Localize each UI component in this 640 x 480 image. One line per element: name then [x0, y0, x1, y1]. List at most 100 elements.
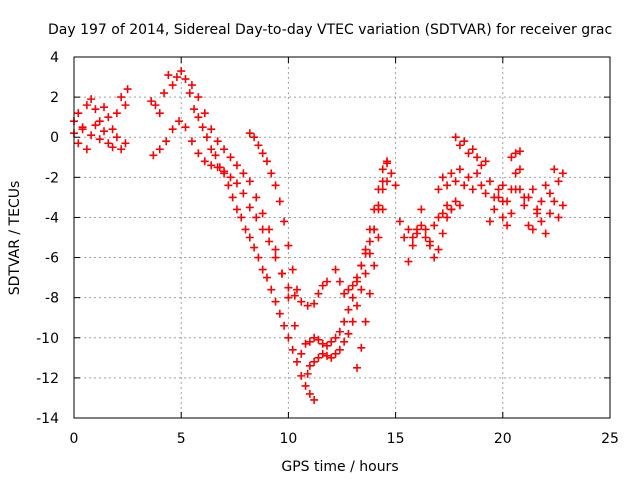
data-point	[310, 357, 319, 366]
data-point	[172, 73, 181, 82]
data-point	[185, 89, 194, 98]
data-point	[258, 209, 267, 218]
data-point	[288, 345, 297, 354]
data-point	[451, 177, 460, 186]
x-tick-label: 25	[601, 431, 619, 447]
data-point	[258, 149, 267, 158]
data-point	[417, 205, 426, 214]
data-point	[464, 173, 473, 182]
data-point	[213, 137, 222, 146]
data-point	[252, 213, 261, 222]
data-point	[207, 161, 216, 170]
data-point	[226, 153, 235, 162]
data-point	[271, 297, 280, 306]
data-point	[155, 145, 164, 154]
data-point	[200, 157, 209, 166]
data-point	[237, 213, 246, 222]
plot-frame	[73, 56, 611, 419]
data-point	[451, 133, 460, 142]
x-tick-labels: 0 5 10 15 20 25	[70, 431, 619, 447]
y-tick-labels: -14 -12 -10 -8 -6 -4 -2 0 2 4	[36, 50, 59, 427]
data-point	[290, 321, 299, 330]
data-point	[232, 205, 241, 214]
series-17	[498, 165, 567, 214]
data-point	[331, 265, 340, 274]
data-point	[271, 253, 280, 262]
data-point	[545, 209, 554, 218]
data-point	[507, 185, 516, 194]
data-point	[340, 317, 349, 326]
data-point	[241, 225, 250, 234]
data-point	[348, 293, 357, 302]
data-point	[254, 253, 263, 262]
data-point	[74, 139, 83, 148]
data-point	[434, 245, 443, 254]
data-point	[404, 225, 413, 234]
y-tick-label: -8	[45, 291, 59, 307]
series-13	[404, 197, 464, 246]
data-point	[314, 335, 323, 344]
chart-title: Day 197 of 2014, Sidereal Day-to-day VTE…	[48, 22, 612, 38]
data-point	[408, 233, 417, 242]
data-point	[460, 181, 469, 190]
x-axis-label: GPS time / hours	[281, 459, 398, 475]
data-point	[455, 165, 464, 174]
data-point	[310, 333, 319, 342]
data-point	[250, 243, 259, 252]
series-10	[353, 177, 392, 372]
data-point	[404, 257, 413, 266]
data-point	[515, 147, 524, 156]
data-point	[528, 185, 537, 194]
data-point	[187, 137, 196, 146]
data-point	[331, 349, 340, 358]
data-point	[361, 269, 370, 278]
data-point	[425, 237, 434, 246]
data-point	[303, 301, 312, 310]
data-point	[78, 125, 87, 134]
data-point	[408, 241, 417, 250]
data-point	[335, 277, 344, 286]
data-point	[413, 225, 422, 234]
grid-lines	[74, 57, 610, 418]
data-point	[200, 109, 209, 118]
data-point	[254, 141, 263, 150]
data-point	[288, 265, 297, 274]
data-point	[303, 369, 312, 378]
data-point	[275, 197, 284, 206]
data-point	[515, 165, 524, 174]
data-point	[252, 193, 261, 202]
data-point	[395, 217, 404, 226]
data-point	[100, 127, 109, 136]
data-point	[194, 113, 203, 122]
data-point	[507, 153, 516, 162]
series-5	[245, 129, 301, 294]
data-point	[267, 285, 276, 294]
data-point	[447, 205, 456, 214]
data-point	[378, 185, 387, 194]
x-tick-label: 15	[387, 431, 405, 447]
data-point	[438, 173, 447, 182]
data-point	[430, 253, 439, 262]
data-point	[391, 181, 400, 190]
data-point	[348, 281, 357, 290]
y-tick-label: 0	[50, 130, 59, 146]
data-point	[365, 289, 374, 298]
data-point	[511, 169, 520, 178]
data-point	[262, 273, 271, 282]
series-3	[149, 117, 319, 310]
data-point	[541, 229, 550, 238]
data-point	[455, 201, 464, 210]
data-point	[301, 381, 310, 390]
data-point	[498, 213, 507, 222]
data-point	[477, 161, 486, 170]
data-point	[327, 337, 336, 346]
x-tick-label: 5	[177, 431, 186, 447]
data-point	[213, 163, 222, 172]
data-point	[245, 203, 254, 212]
data-point	[353, 363, 362, 372]
data-point	[95, 135, 104, 144]
data-point	[554, 213, 563, 222]
data-point	[322, 341, 331, 350]
data-point	[357, 285, 366, 294]
data-point	[468, 185, 477, 194]
